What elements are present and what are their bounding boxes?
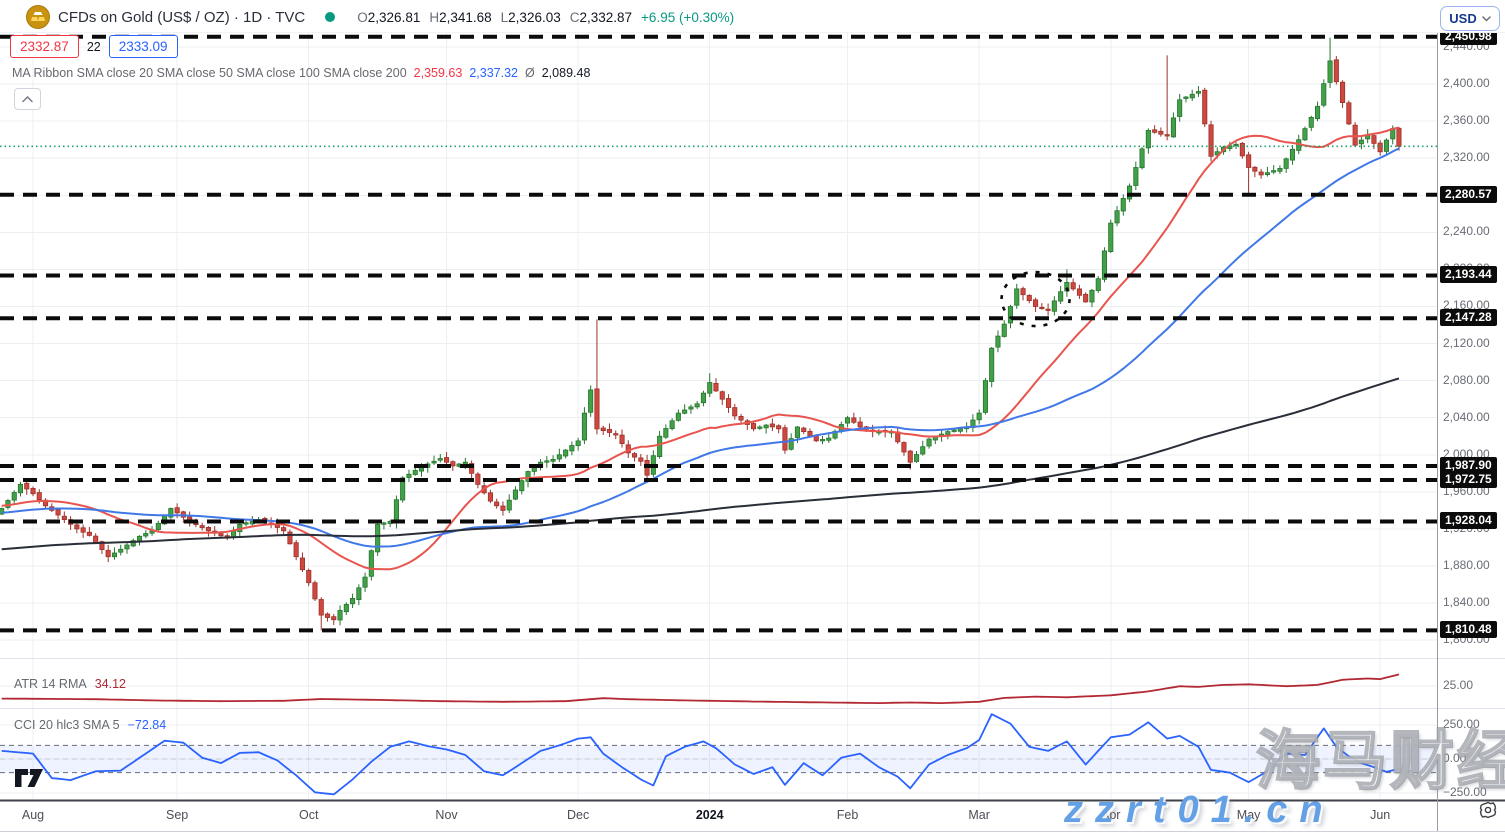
close-value: 2,332.87 (579, 9, 633, 25)
sma200-value: 2,089.48 (541, 66, 591, 80)
atr-value: 34.12 (94, 677, 126, 691)
low-label: L (500, 9, 509, 25)
atr-label: ATR 14 RMA (14, 677, 87, 691)
open-label: O (357, 9, 368, 25)
bid-price-button[interactable]: 2332.87 (10, 35, 79, 58)
cci-value: −72.84 (127, 718, 167, 732)
currency-selector[interactable]: USD (1440, 6, 1500, 31)
settings-gear-icon[interactable] (1479, 801, 1497, 824)
header-strip (0, 0, 1505, 33)
atr-pane-legend[interactable]: ATR 14 RMA 34.12 (14, 677, 126, 691)
symbol-title[interactable]: CFDs on Gold (US$ / OZ) · 1D · TVC (58, 8, 306, 26)
symbol-header: CFDs on Gold (US$ / OZ) · 1D · TVC O2,32… (26, 5, 734, 29)
tradingview-logo[interactable] (14, 768, 44, 793)
sma200-line (1, 377, 1400, 551)
collapse-indicators-button[interactable] (14, 88, 41, 110)
candles (0, 37, 1402, 631)
ask-price-button[interactable]: 2333.09 (108, 35, 178, 58)
close-label: C (569, 9, 580, 25)
average-symbol: Ø (525, 66, 535, 80)
open-value: 2,326.81 (367, 9, 421, 25)
market-status-icon[interactable] (325, 12, 336, 22)
high-value: 2,341.68 (439, 9, 492, 25)
ma-ribbon-legend[interactable]: MA Ribbon SMA close 20 SMA close 50 SMA … (12, 66, 590, 80)
sma50-line (1, 147, 1400, 548)
change-value: +6.95 (+0.30%) (641, 9, 735, 25)
chevron-up-icon (22, 95, 33, 102)
gold-symbol-icon (26, 5, 50, 29)
watermark-cjk: 海马财经 (1255, 724, 1505, 798)
low-value: 2,326.03 (508, 9, 561, 25)
sma20-value: 2,359.63 (413, 66, 463, 80)
watermark-url: zzrt01.cn (1064, 789, 1335, 831)
currency-label: USD (1449, 11, 1477, 26)
chevron-down-icon (1481, 15, 1491, 22)
high-label: H (429, 9, 440, 25)
sma20-line (1, 126, 1400, 571)
cci_pane-line (1, 713, 1400, 796)
cci-label: CCI 20 hlc3 SMA 5 (14, 718, 120, 732)
spread-value: 22 (86, 39, 101, 54)
cci-pane-legend[interactable]: CCI 20 hlc3 SMA 5 −72.84 (14, 718, 166, 732)
bid-ask-row: 2332.87 22 2333.09 (10, 35, 178, 58)
ma-ribbon-label: MA Ribbon SMA close 20 SMA close 50 SMA … (12, 66, 407, 80)
sma50-value: 2,337.32 (469, 66, 518, 80)
atr_pane-line (1, 673, 1400, 704)
hand-drawn-circle-annotation (1000, 270, 1071, 328)
ohlc-values: O2,326.81 H2,341.68 L2,326.03 C2,332.87 … (357, 10, 734, 25)
